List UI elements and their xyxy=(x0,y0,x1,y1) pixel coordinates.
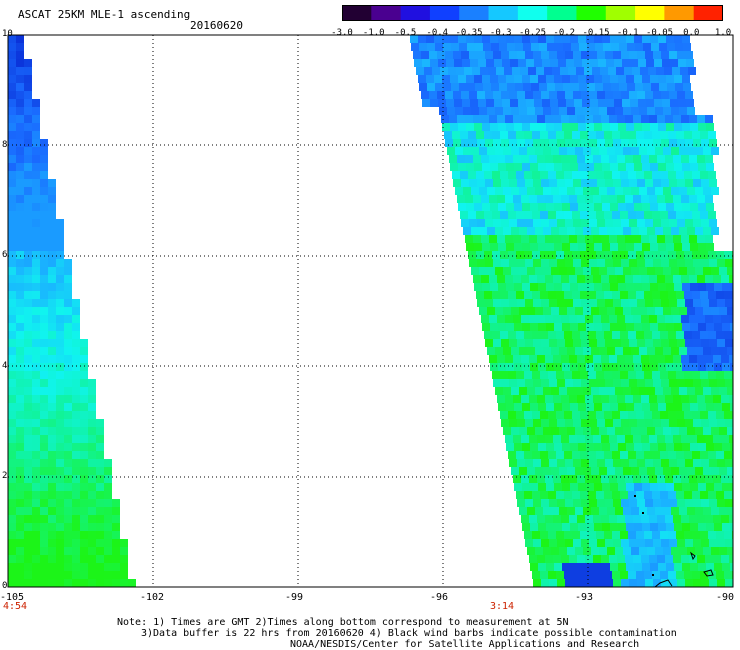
color-scale-tick: -0.2 xyxy=(553,28,576,38)
color-scale-tick: -0.25 xyxy=(518,28,547,38)
color-scale-swatch xyxy=(517,5,548,21)
color-scale-swatch xyxy=(429,5,460,21)
note-line: 3)Data buffer is 22 hrs from 20160620 4)… xyxy=(141,628,677,639)
pass-time-label: 4:54 xyxy=(3,601,28,612)
coastline xyxy=(634,495,714,588)
color-scale-tick: 0.0 xyxy=(683,28,700,38)
color-scale-bar xyxy=(342,5,723,21)
x-tick-label: -99 xyxy=(285,592,304,603)
y-tick-label: 4 xyxy=(2,361,8,371)
y-tick-label: 8 xyxy=(2,140,8,150)
x-tick-label: -102 xyxy=(140,592,165,603)
y-tick-label: 0 xyxy=(2,581,8,591)
grid-lines xyxy=(8,35,733,587)
y-tick-label: 10 xyxy=(2,29,13,39)
note-line: Note: 1) Times are GMT 2)Times along bot… xyxy=(117,617,569,628)
map-title: ASCAT 25KM MLE-1 ascending xyxy=(18,8,191,21)
color-scale-swatch xyxy=(576,5,607,21)
x-tick-label: -93 xyxy=(575,592,594,603)
color-scale-swatch xyxy=(605,5,636,21)
color-scale-tick: -0.35 xyxy=(455,28,483,38)
color-scale-tick: -3.0 xyxy=(331,28,353,38)
color-scale-swatch xyxy=(547,5,578,21)
color-scale-tick: -0.3 xyxy=(489,28,512,38)
y-tick-label: 6 xyxy=(2,250,8,260)
color-scale-tick: -0.05 xyxy=(645,28,674,38)
color-scale-swatch xyxy=(400,5,431,21)
color-scale-tick: -0.1 xyxy=(616,28,639,38)
x-tick-label: -96 xyxy=(430,592,449,603)
map-date: 20160620 xyxy=(190,19,243,32)
mle-swath-layer xyxy=(8,35,733,587)
pass-time-label: 3:14 xyxy=(490,601,515,612)
color-scale-swatch xyxy=(664,5,695,21)
color-scale-swatch xyxy=(371,5,402,21)
plot-frame xyxy=(7,34,734,588)
x-tick-label: -105 xyxy=(0,592,25,603)
y-tick-label: 2 xyxy=(2,471,8,481)
color-scale-swatch xyxy=(459,5,490,21)
credit-line: NOAA/NESDIS/Center for Satellite Applica… xyxy=(290,639,640,650)
color-scale-swatch xyxy=(488,5,519,21)
color-scale-swatch xyxy=(635,5,665,21)
color-scale-swatch xyxy=(342,5,372,21)
color-scale-swatch xyxy=(693,5,723,21)
color-scale-tick: -0.4 xyxy=(426,28,449,38)
x-tick-label: -90 xyxy=(716,592,735,603)
color-scale-tick: -0.15 xyxy=(582,28,610,38)
color-scale-tick: 1.0 xyxy=(714,28,732,38)
color-scale-tick: -1.0 xyxy=(362,28,385,38)
color-scale-tick: -0.5 xyxy=(394,28,417,38)
